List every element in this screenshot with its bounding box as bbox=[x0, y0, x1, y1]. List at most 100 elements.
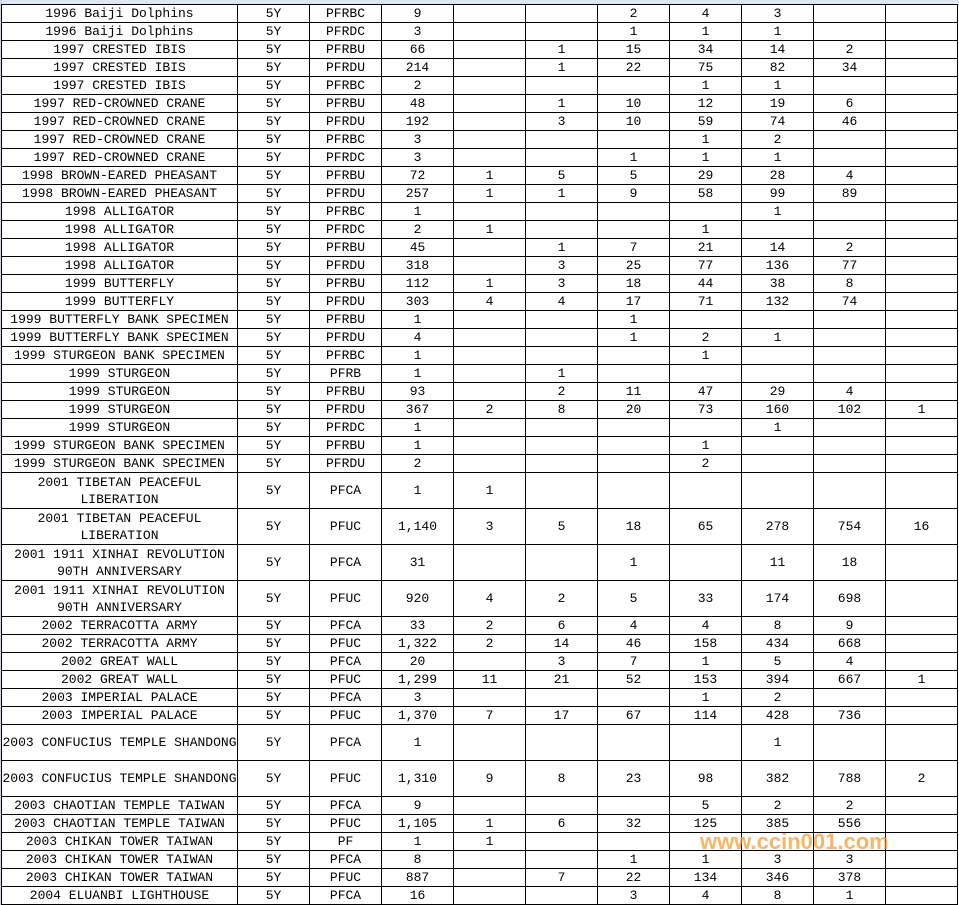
cell-c3[interactable] bbox=[597, 436, 670, 455]
cell-c4[interactable] bbox=[669, 418, 742, 437]
cell-name[interactable]: 2002 GREAT WALL bbox=[1, 670, 238, 689]
cell-total[interactable]: 1 bbox=[381, 202, 454, 221]
cell-code[interactable]: PFRDU bbox=[309, 454, 382, 473]
cell-c1[interactable] bbox=[453, 40, 526, 59]
cell-c4[interactable]: 1 bbox=[669, 688, 742, 707]
cell-c7[interactable] bbox=[885, 22, 958, 41]
cell-total[interactable]: 9 bbox=[381, 796, 454, 815]
cell-series[interactable]: 5Y bbox=[237, 760, 310, 797]
cell-c1[interactable]: 2 bbox=[453, 616, 526, 635]
cell-code[interactable]: PFUC bbox=[309, 706, 382, 725]
cell-c1[interactable]: 1 bbox=[453, 184, 526, 203]
cell-code[interactable]: PFRB bbox=[309, 364, 382, 383]
cell-c6[interactable]: 18 bbox=[813, 544, 886, 581]
cell-c3[interactable]: 1 bbox=[597, 310, 670, 329]
cell-total[interactable]: 887 bbox=[381, 868, 454, 887]
cell-c5[interactable]: 5 bbox=[741, 652, 814, 671]
cell-series[interactable]: 5Y bbox=[237, 688, 310, 707]
cell-c5[interactable]: 382 bbox=[741, 760, 814, 797]
cell-name[interactable]: 2003 CONFUCIUS TEMPLE SHANDONG bbox=[1, 760, 238, 797]
cell-total[interactable]: 1 bbox=[381, 472, 454, 509]
cell-c1[interactable]: 1 bbox=[453, 832, 526, 851]
cell-c7[interactable] bbox=[885, 382, 958, 401]
cell-c1[interactable] bbox=[453, 544, 526, 581]
cell-total[interactable]: 3 bbox=[381, 688, 454, 707]
cell-c3[interactable]: 67 bbox=[597, 706, 670, 725]
cell-c2[interactable] bbox=[525, 796, 598, 815]
cell-total[interactable]: 112 bbox=[381, 274, 454, 293]
cell-name[interactable]: 1998 BROWN-EARED PHEASANT bbox=[1, 166, 238, 185]
cell-c1[interactable] bbox=[453, 130, 526, 149]
cell-c5[interactable]: 346 bbox=[741, 868, 814, 887]
cell-c6[interactable]: 736 bbox=[813, 706, 886, 725]
cell-c1[interactable] bbox=[453, 886, 526, 905]
cell-c1[interactable]: 4 bbox=[453, 580, 526, 617]
cell-name[interactable]: 2003 CONFUCIUS TEMPLE SHANDONG bbox=[1, 724, 238, 761]
cell-name[interactable]: 2003 CHIKAN TOWER TAIWAN bbox=[1, 850, 238, 869]
cell-total[interactable]: 48 bbox=[381, 94, 454, 113]
cell-series[interactable]: 5Y bbox=[237, 76, 310, 95]
cell-c7[interactable] bbox=[885, 166, 958, 185]
cell-total[interactable]: 33 bbox=[381, 616, 454, 635]
cell-series[interactable]: 5Y bbox=[237, 22, 310, 41]
cell-code[interactable]: PFCA bbox=[309, 544, 382, 581]
cell-c6[interactable]: 77 bbox=[813, 256, 886, 275]
cell-series[interactable]: 5Y bbox=[237, 94, 310, 113]
cell-code[interactable]: PFCA bbox=[309, 850, 382, 869]
cell-c5[interactable] bbox=[741, 220, 814, 239]
cell-name[interactable]: 2001 1911 XINHAI REVOLUTION 90TH ANNIVER… bbox=[1, 580, 238, 617]
cell-c5[interactable]: 1 bbox=[741, 202, 814, 221]
cell-c3[interactable]: 1 bbox=[597, 328, 670, 347]
cell-c7[interactable] bbox=[885, 148, 958, 167]
cell-series[interactable]: 5Y bbox=[237, 814, 310, 833]
cell-c5[interactable]: 1 bbox=[741, 724, 814, 761]
cell-c5[interactable]: 38 bbox=[741, 274, 814, 293]
cell-name[interactable]: 2003 IMPERIAL PALACE bbox=[1, 706, 238, 725]
cell-c1[interactable] bbox=[453, 724, 526, 761]
cell-c5[interactable]: 278 bbox=[741, 508, 814, 545]
cell-c2[interactable]: 1 bbox=[525, 184, 598, 203]
cell-c7[interactable] bbox=[885, 346, 958, 365]
cell-total[interactable]: 303 bbox=[381, 292, 454, 311]
cell-c2[interactable] bbox=[525, 76, 598, 95]
cell-code[interactable]: PFUC bbox=[309, 508, 382, 545]
cell-c7[interactable]: 1 bbox=[885, 400, 958, 419]
cell-code[interactable]: PFRBU bbox=[309, 238, 382, 257]
cell-c6[interactable]: 34 bbox=[813, 58, 886, 77]
cell-c7[interactable] bbox=[885, 616, 958, 635]
cell-c5[interactable]: 2 bbox=[741, 130, 814, 149]
cell-series[interactable]: 5Y bbox=[237, 472, 310, 509]
cell-code[interactable]: PFRDC bbox=[309, 418, 382, 437]
cell-code[interactable]: PFUC bbox=[309, 814, 382, 833]
cell-total[interactable]: 318 bbox=[381, 256, 454, 275]
cell-c2[interactable] bbox=[525, 346, 598, 365]
cell-name[interactable]: 2001 TIBETAN PEACEFUL LIBERATION bbox=[1, 472, 238, 509]
cell-c5[interactable] bbox=[741, 454, 814, 473]
cell-c4[interactable]: 75 bbox=[669, 58, 742, 77]
cell-c4[interactable]: 5 bbox=[669, 796, 742, 815]
cell-series[interactable]: 5Y bbox=[237, 112, 310, 131]
cell-c2[interactable]: 14 bbox=[525, 634, 598, 653]
cell-c5[interactable]: 1 bbox=[741, 76, 814, 95]
cell-c4[interactable]: 1 bbox=[669, 220, 742, 239]
cell-series[interactable]: 5Y bbox=[237, 238, 310, 257]
cell-c7[interactable] bbox=[885, 688, 958, 707]
cell-c3[interactable]: 3 bbox=[597, 886, 670, 905]
cell-total[interactable]: 16 bbox=[381, 886, 454, 905]
cell-code[interactable]: PFCA bbox=[309, 616, 382, 635]
cell-code[interactable]: PFRBC bbox=[309, 130, 382, 149]
cell-c7[interactable] bbox=[885, 724, 958, 761]
cell-c7[interactable]: 1 bbox=[885, 670, 958, 689]
cell-c2[interactable]: 6 bbox=[525, 616, 598, 635]
cell-name[interactable]: 1997 CRESTED IBIS bbox=[1, 58, 238, 77]
cell-c7[interactable] bbox=[885, 850, 958, 869]
cell-c5[interactable]: 28 bbox=[741, 166, 814, 185]
cell-c2[interactable] bbox=[525, 148, 598, 167]
cell-c6[interactable]: 1 bbox=[813, 886, 886, 905]
cell-c7[interactable] bbox=[885, 436, 958, 455]
cell-total[interactable]: 1 bbox=[381, 724, 454, 761]
cell-series[interactable]: 5Y bbox=[237, 40, 310, 59]
cell-c3[interactable]: 5 bbox=[597, 166, 670, 185]
cell-c4[interactable]: 47 bbox=[669, 382, 742, 401]
cell-code[interactable]: PFRDU bbox=[309, 184, 382, 203]
